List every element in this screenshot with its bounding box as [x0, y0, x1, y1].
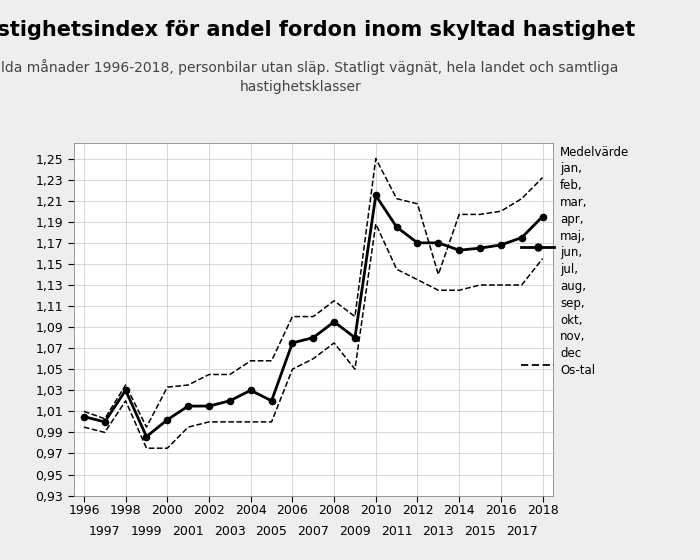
Text: Hastighetsindex för andel fordon inom skyltad hastighet: Hastighetsindex för andel fordon inom sk… — [0, 20, 636, 40]
Text: nov,: nov, — [560, 330, 585, 343]
Text: maj,: maj, — [560, 230, 586, 242]
Text: Medelvärde: Medelvärde — [560, 146, 629, 158]
Text: aug,: aug, — [560, 280, 586, 293]
Text: apr,: apr, — [560, 213, 584, 226]
Text: okt,: okt, — [560, 314, 582, 326]
Text: feb,: feb, — [560, 179, 582, 192]
Text: jul,: jul, — [560, 263, 578, 276]
Text: dec: dec — [560, 347, 581, 360]
Text: jan,: jan, — [560, 162, 582, 175]
Text: jun,: jun, — [560, 246, 582, 259]
Text: sep,: sep, — [560, 297, 584, 310]
Text: Valda månader 1996-2018, personbilar utan släp. Statligt vägnät, hela landet och: Valda månader 1996-2018, personbilar uta… — [0, 59, 618, 94]
Text: mar,: mar, — [560, 196, 587, 209]
Text: Os-tal: Os-tal — [560, 364, 595, 377]
